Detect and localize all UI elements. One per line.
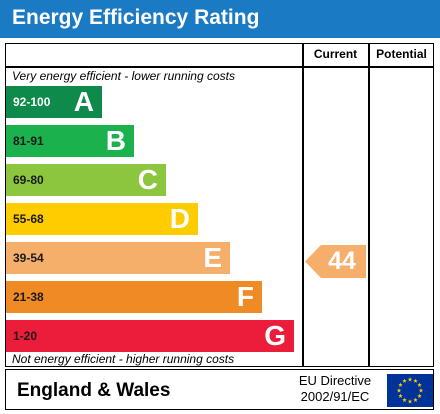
band-range: 69-80 (13, 173, 44, 187)
flag-star (417, 382, 422, 387)
rating-table (5, 43, 434, 367)
footer-region: England & Wales (17, 380, 171, 401)
flag-star (396, 388, 402, 393)
flag-star (407, 399, 413, 404)
band-b: 81-91 B (6, 125, 134, 157)
band-range: 92-100 (13, 95, 51, 109)
flag-star (402, 378, 407, 383)
potential-column-divider (368, 43, 370, 367)
band-letter: C (137, 164, 158, 195)
footer: England & Wales EU Directive 2002/91/EC (5, 369, 434, 410)
band-letter: D (169, 203, 190, 234)
band-letter: G (264, 320, 286, 351)
directive-line-1: EU Directive (298, 373, 372, 388)
band-letter: A (73, 86, 94, 117)
current-column-divider (302, 43, 304, 367)
top-note: Very energy efficient - lower running co… (12, 69, 235, 83)
current-column-header: Current (313, 47, 358, 61)
flag-star (413, 378, 418, 383)
directive-line-2: 2002/91/EC (300, 389, 370, 404)
potential-column-header: Potential (376, 47, 427, 61)
flag-star (418, 388, 424, 393)
flag-star (402, 397, 407, 402)
band-g: 1-20 G (6, 320, 294, 352)
current-rating-value: 44 (328, 247, 356, 275)
band-range: 39-54 (13, 251, 44, 265)
band-range: 81-91 (13, 134, 44, 148)
bottom-note: Not energy efficient - higher running co… (12, 352, 235, 366)
band-letter: F (236, 281, 254, 312)
eu-directive: EU Directive 2002/91/EC (286, 373, 384, 405)
band-letter: B (105, 125, 126, 156)
eu-flag-icon (387, 374, 433, 407)
band-a: 92-100 A (6, 86, 102, 118)
band-d: 55-68 D (6, 203, 198, 235)
flag-star (398, 382, 403, 387)
current-rating-arrow (305, 245, 366, 278)
band-f: 21-38 F (6, 281, 262, 313)
band-c: 69-80 C (6, 164, 166, 196)
flag-star (407, 377, 413, 382)
page-title: Energy Efficiency Rating (12, 6, 260, 29)
header-row-divider (5, 66, 434, 68)
title-bar: Energy Efficiency Rating (0, 0, 440, 38)
band-letter: E (203, 242, 222, 273)
band-e: 39-54 E (6, 242, 230, 274)
band-range: 21-38 (13, 290, 44, 304)
flag-star (417, 393, 422, 398)
flag-star (398, 393, 403, 398)
band-range: 1-20 (13, 329, 38, 343)
band-range: 55-68 (13, 212, 44, 226)
flag-star (413, 397, 418, 402)
